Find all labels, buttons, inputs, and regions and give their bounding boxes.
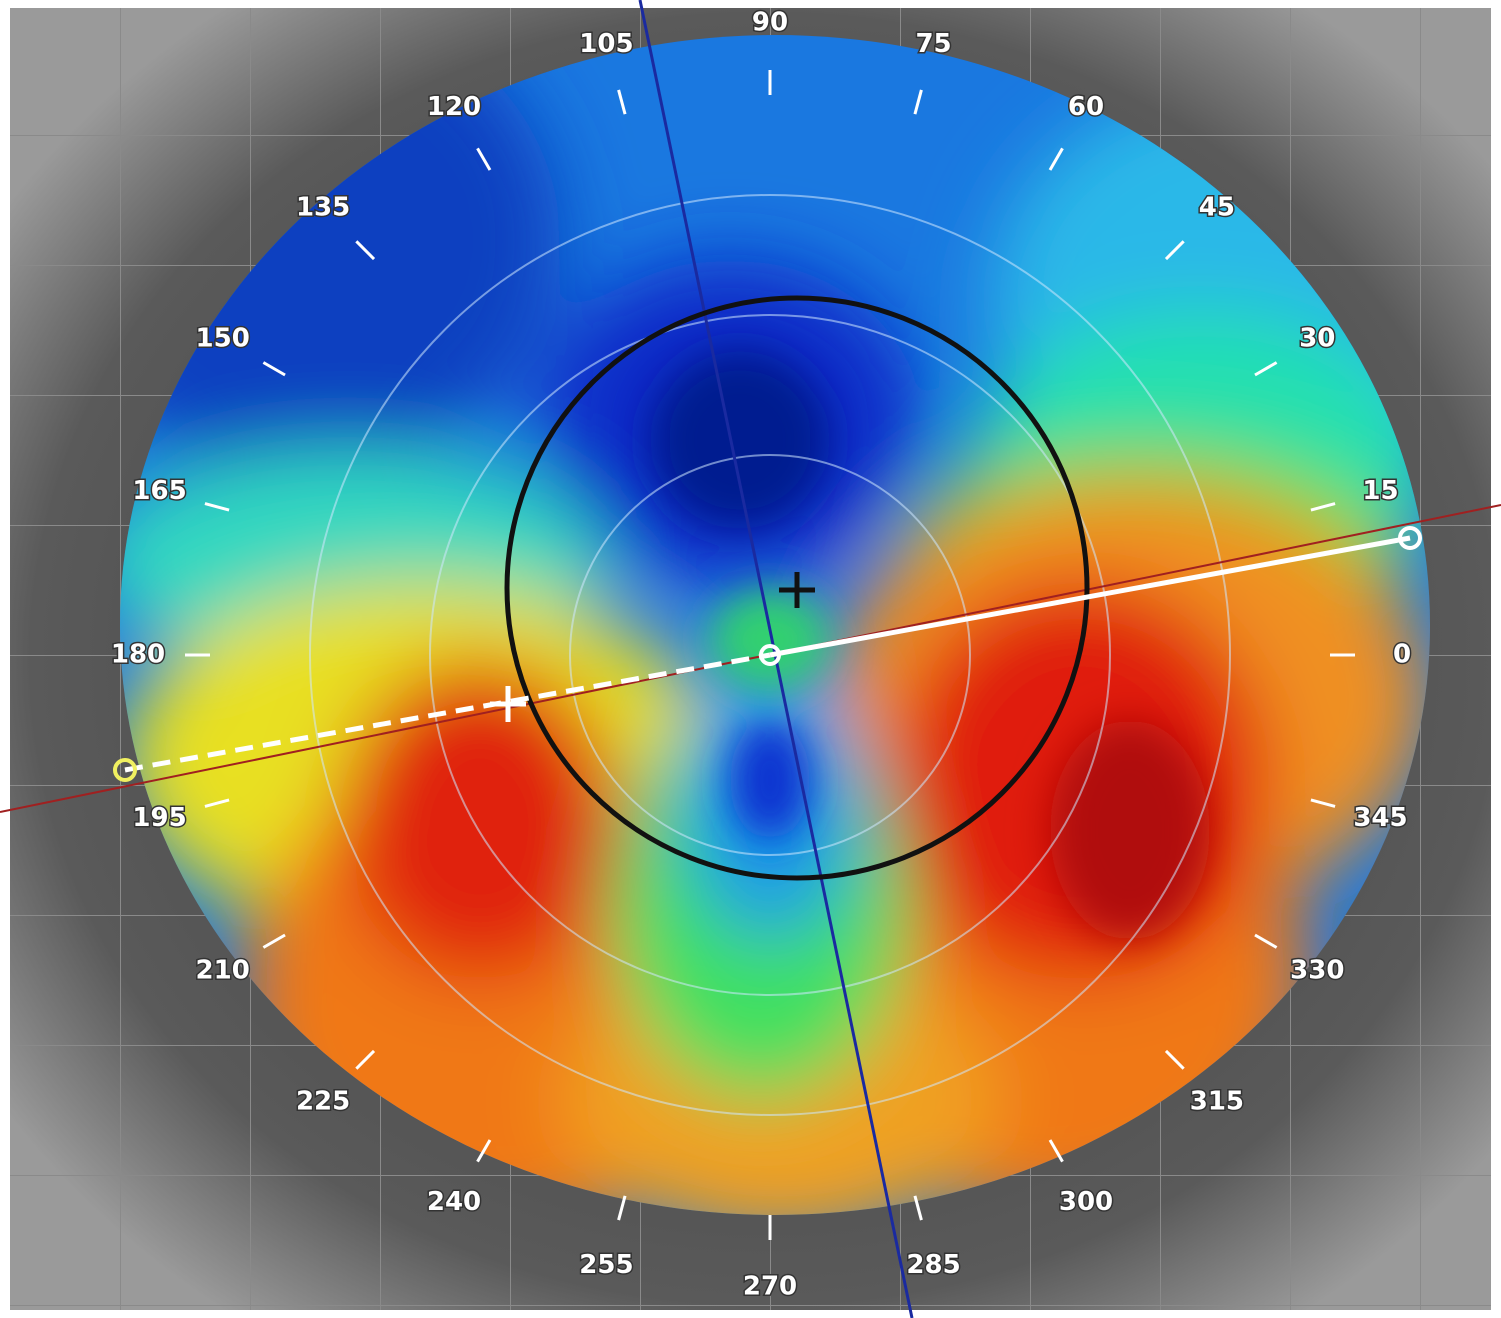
angle-label: 105 (579, 29, 633, 59)
angle-label: 120 (427, 92, 481, 122)
angle-label: 345 (1353, 803, 1407, 833)
angle-label: 270 (743, 1272, 797, 1302)
angle-label: 195 (132, 803, 186, 833)
angle-label: 90 (752, 8, 788, 38)
angle-label: 240 (427, 1187, 481, 1217)
angle-label: 330 (1290, 956, 1344, 986)
angle-label: 45 (1199, 193, 1235, 223)
angle-label: 315 (1190, 1086, 1244, 1116)
angle-label: 165 (132, 476, 186, 506)
page: 0 15 30 45 60 75 90 105 120 135 150 165 180 195 210 225… (0, 0, 1501, 1318)
topography-map: 0 15 30 45 60 75 90 105 120 135 150 165 180 195 210 225… (0, 0, 1501, 1318)
angle-label: 255 (579, 1250, 633, 1280)
angle-label: 30 (1299, 324, 1335, 354)
angle-label: 0 (1393, 640, 1411, 670)
angle-label: 210 (196, 956, 250, 986)
angle-label: 75 (915, 29, 951, 59)
angle-label: 300 (1059, 1187, 1113, 1217)
angle-label: 15 (1362, 476, 1398, 506)
angle-label: 60 (1068, 92, 1104, 122)
angle-label: 180 (111, 640, 165, 670)
angle-label: 135 (296, 193, 350, 223)
angle-label: 285 (906, 1250, 960, 1280)
angle-label: 150 (196, 324, 250, 354)
angle-label: 225 (296, 1086, 350, 1116)
